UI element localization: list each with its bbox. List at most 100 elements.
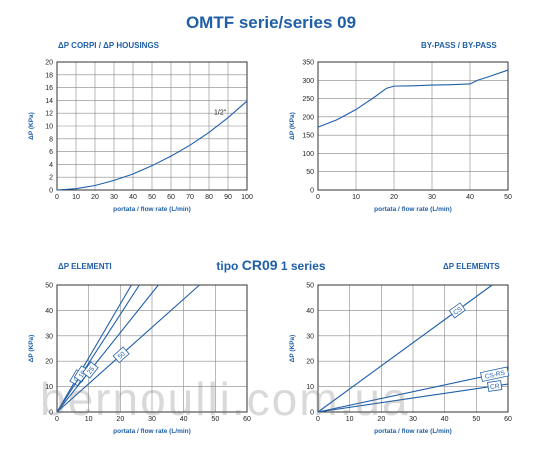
x-tick-label-2: 20 bbox=[91, 194, 99, 201]
y-tick-label-2: 20 bbox=[306, 359, 314, 366]
x-axis-label: portata / flow rate (L/min) bbox=[374, 206, 452, 213]
watermark: bernoulli.com.ua bbox=[40, 373, 410, 425]
series-label: 1/2" bbox=[214, 110, 227, 117]
series-badge-box bbox=[487, 380, 503, 392]
x-axis-label: portata / flow rate (L/min) bbox=[113, 428, 191, 435]
x-tick-label-6: 60 bbox=[167, 194, 175, 201]
y-tick-label-7: 350 bbox=[302, 60, 314, 67]
plot-frame bbox=[317, 61, 509, 191]
series-badge-box bbox=[448, 302, 466, 319]
x-tick-label-1: 10 bbox=[352, 194, 360, 201]
x-tick-label-0: 0 bbox=[316, 194, 320, 201]
x-tick-label-10: 100 bbox=[241, 194, 253, 201]
chart-bypass: 0 10 20 30 40 50 0 50 100 150 200 250 300 350 portata … bbox=[289, 60, 512, 214]
series-label: CS bbox=[452, 305, 464, 316]
series-badge-box bbox=[112, 346, 130, 364]
series-line-10 bbox=[56, 284, 140, 413]
y-tick-label-5: 50 bbox=[45, 283, 53, 290]
subtitle-model: CR09 bbox=[241, 257, 278, 273]
y-tick-label-1: 10 bbox=[45, 384, 53, 391]
y-tick-label-7: 14 bbox=[45, 98, 53, 105]
y-tick-label-2: 4 bbox=[49, 162, 53, 169]
y-tick-label-3: 150 bbox=[302, 133, 314, 140]
series-badge-box bbox=[82, 361, 99, 379]
y-axis-label: ΔP (KPa) bbox=[28, 335, 35, 363]
chart-housings: 0 10 20 30 40 50 60 70 80 90 100 0 2 4 6 8 10 12 14 16 18 20 p… bbox=[28, 60, 253, 214]
y-tick-label-5: 250 bbox=[302, 96, 314, 103]
x-tick-label-3: 30 bbox=[409, 416, 417, 423]
plot-frame bbox=[317, 284, 509, 413]
x-tick-label-5: 50 bbox=[148, 194, 156, 201]
x-tick-label-0: 0 bbox=[316, 416, 320, 423]
y-tick-label-0: 0 bbox=[49, 188, 53, 195]
series-line-csrs bbox=[317, 370, 509, 413]
x-tick-label-8: 80 bbox=[205, 194, 213, 201]
series-label: CR bbox=[490, 383, 501, 391]
x-tick-label-5: 50 bbox=[472, 416, 480, 423]
x-tick-label-2: 20 bbox=[377, 416, 385, 423]
heading-housings: ΔP CORPI / ΔP HOUSINGS bbox=[58, 41, 160, 50]
y-tick-label-4: 40 bbox=[45, 308, 53, 315]
y-tick-label-0: 0 bbox=[49, 410, 53, 417]
series-subtitle: tipo CR09 1 series bbox=[0, 257, 542, 273]
y-tick-label-4: 40 bbox=[306, 308, 314, 315]
y-tick-label-2: 20 bbox=[45, 359, 53, 366]
series-badge: CS bbox=[448, 302, 466, 319]
x-tick-label-7: 70 bbox=[186, 194, 194, 201]
chart-elementi: 0 10 20 30 40 50 60 0 10 20 30 40 50 portata / flow r… bbox=[28, 283, 251, 436]
series-badge: CR bbox=[487, 380, 503, 392]
series-label: 10 bbox=[78, 369, 88, 379]
y-tick-label-9: 18 bbox=[45, 72, 53, 79]
y-tick-label-5: 10 bbox=[45, 124, 53, 131]
x-tick-label-1: 10 bbox=[346, 416, 354, 423]
y-axis-label: ΔP (KPa) bbox=[289, 112, 296, 140]
x-tick-label-3: 30 bbox=[148, 416, 156, 423]
series-line-cr bbox=[317, 383, 509, 413]
x-tick-label-5: 50 bbox=[211, 416, 219, 423]
x-tick-label-0: 0 bbox=[55, 194, 59, 201]
series-line-0 bbox=[317, 69, 509, 128]
heading-elementi: ΔP ELEMENTI bbox=[58, 262, 112, 271]
subtitle-suffix: 1 series bbox=[280, 259, 326, 273]
x-tick-label-9: 90 bbox=[224, 194, 232, 201]
x-tick-label-4: 40 bbox=[441, 416, 449, 423]
x-tick-label-4: 40 bbox=[180, 416, 188, 423]
y-tick-label-10: 20 bbox=[45, 60, 53, 67]
y-tick-label-3: 30 bbox=[306, 333, 314, 340]
series-line-05 bbox=[56, 284, 132, 413]
x-tick-label-0: 0 bbox=[55, 416, 59, 423]
y-tick-label-6: 12 bbox=[45, 111, 53, 118]
x-tick-label-6: 60 bbox=[243, 416, 251, 423]
y-tick-label-1: 2 bbox=[49, 175, 53, 182]
heading-bypass: BY-PASS / BY-PASS bbox=[421, 41, 497, 50]
series-badge: 25 bbox=[82, 361, 99, 379]
page-title: OMTF serie/series 09 bbox=[185, 13, 357, 32]
y-tick-label-1: 50 bbox=[306, 169, 314, 176]
subtitle-prefix: tipo bbox=[216, 259, 239, 273]
y-tick-label-6: 300 bbox=[302, 78, 314, 85]
series-line-25 bbox=[56, 284, 159, 413]
y-tick-label-3: 30 bbox=[45, 333, 53, 340]
y-tick-label-1: 10 bbox=[306, 384, 314, 391]
y-tick-label-2: 100 bbox=[302, 151, 314, 158]
series-badge-box bbox=[480, 366, 510, 382]
x-tick-label-4: 40 bbox=[466, 194, 474, 201]
x-tick-label-1: 10 bbox=[85, 416, 93, 423]
x-axis-label: portata / flow rate (L/min) bbox=[374, 428, 452, 435]
x-tick-label-3: 30 bbox=[428, 194, 436, 201]
series-line-50 bbox=[56, 284, 200, 413]
x-axis-label: portata / flow rate (L/min) bbox=[113, 206, 191, 213]
series-line-12 bbox=[56, 100, 248, 191]
x-tick-label-4: 40 bbox=[129, 194, 137, 201]
y-tick-label-4: 8 bbox=[49, 136, 53, 143]
plot-frame bbox=[56, 61, 248, 191]
x-tick-label-6: 60 bbox=[504, 416, 512, 423]
plot-frame bbox=[56, 284, 248, 413]
series-badge: 50 bbox=[112, 346, 130, 364]
chart-elements: 0 10 20 30 40 50 60 0 10 20 30 40 50 portata / flow r… bbox=[289, 283, 512, 436]
x-tick-label-2: 20 bbox=[390, 194, 398, 201]
y-tick-label-8: 16 bbox=[45, 85, 53, 92]
y-axis-label: ΔP (KPa) bbox=[289, 335, 296, 363]
y-axis-label: ΔP (KPa) bbox=[28, 112, 35, 140]
